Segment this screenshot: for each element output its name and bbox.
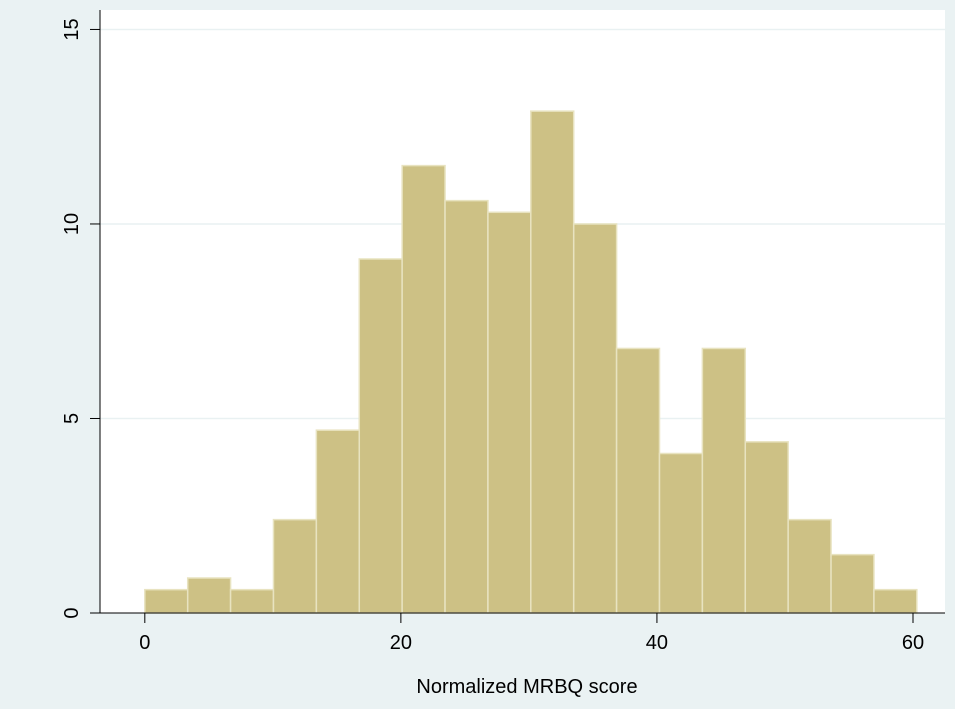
x-tick-label: 0 <box>139 632 150 654</box>
histogram-bar <box>144 588 189 614</box>
x-axis-ticks: 0 20 40 60 <box>139 613 924 654</box>
histogram-bar <box>315 429 361 614</box>
histogram-bar <box>615 347 661 614</box>
histogram-bar <box>272 518 318 614</box>
y-tick-label: 5 <box>61 413 83 424</box>
histogram-bar <box>873 588 918 614</box>
y-axis-ticks: 0 5 10 15 <box>61 18 100 619</box>
x-axis-title: Normalized MRBQ score <box>416 676 637 698</box>
histogram-bar <box>530 110 575 614</box>
y-tick-label: 15 <box>61 18 83 40</box>
histogram-bar <box>744 441 789 614</box>
histogram-bars <box>144 110 918 614</box>
histogram-bar <box>787 518 832 614</box>
histogram-bar <box>701 347 747 614</box>
histogram-bar <box>444 199 489 614</box>
histogram-bar <box>186 577 232 614</box>
x-tick-label: 20 <box>390 632 412 654</box>
histogram-bar <box>229 588 275 614</box>
histogram-bar <box>658 452 704 614</box>
x-tick-label: 60 <box>902 632 924 654</box>
histogram-bar <box>572 223 618 614</box>
x-tick-label: 40 <box>646 632 668 654</box>
histogram-bar <box>358 258 403 614</box>
histogram-bar <box>487 211 532 614</box>
y-tick-label: 10 <box>61 213 83 235</box>
histogram-bar <box>830 553 875 614</box>
y-tick-label: 0 <box>61 607 83 618</box>
histogram-bar <box>401 164 446 614</box>
